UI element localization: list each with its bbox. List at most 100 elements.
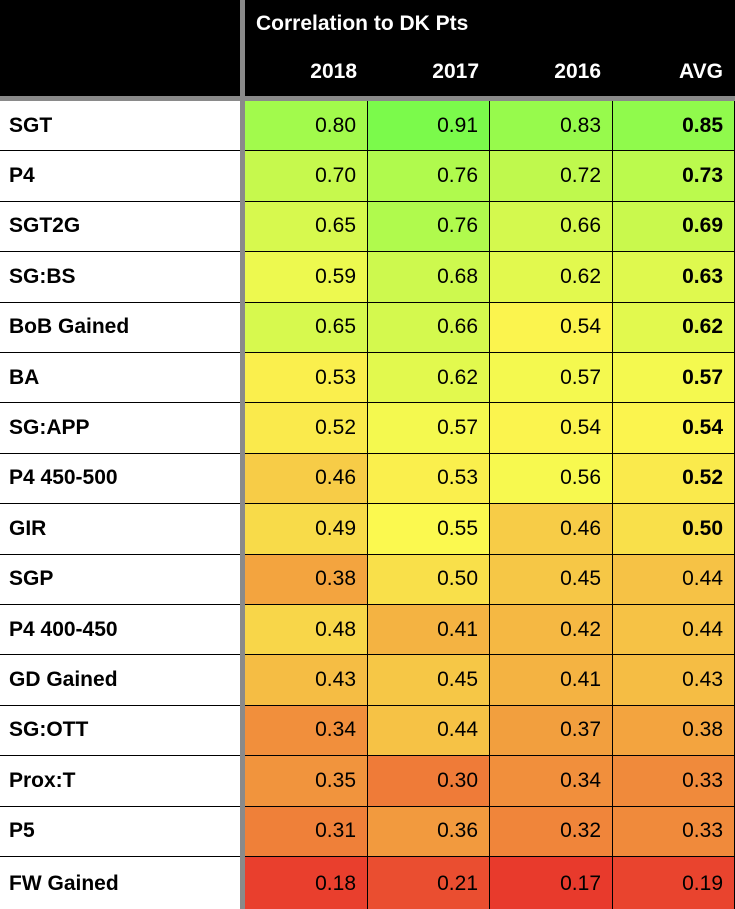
value-cell-2016: 0.17 [490,857,613,909]
row-label: GIR [0,504,240,555]
value-cell-2018: 0.49 [245,504,368,555]
table-row: P5 0.31 0.36 0.32 0.33 [0,806,735,857]
table-row: SG:OTT 0.34 0.44 0.37 0.38 [0,705,735,757]
value-cell-2017: 0.57 [368,403,490,454]
value-cell-2018: 0.18 [245,857,368,909]
value-cell-2018: 0.31 [245,806,368,857]
value-cell-2018: 0.65 [245,302,368,353]
row-label: P5 [0,806,240,857]
table-row: SG:BS 0.59 0.68 0.62 0.63 [0,252,735,303]
value-cell-avg: 0.73 [613,151,735,202]
value-cell-2018: 0.38 [245,554,368,605]
value-cell-avg: 0.54 [613,403,735,454]
value-cell-2017: 0.44 [368,705,490,757]
value-cell-avg: 0.19 [613,857,735,909]
value-cell-2016: 0.57 [490,353,613,404]
column-header-avg: AVG [679,60,723,83]
value-cell-avg: 0.50 [613,504,735,555]
table-row: P4 450-500 0.46 0.53 0.56 0.52 [0,453,735,505]
table-row: SGT2G 0.65 0.76 0.66 0.69 [0,201,735,253]
table-row: P4 400-450 0.48 0.41 0.42 0.44 [0,605,735,656]
value-cell-2017: 0.76 [368,201,490,253]
value-cell-2016: 0.62 [490,252,613,303]
value-cell-2016: 0.56 [490,453,613,505]
value-cell-2018: 0.48 [245,605,368,656]
value-cell-2017: 0.91 [368,101,490,152]
value-cell-avg: 0.57 [613,353,735,404]
table-row: P4 0.70 0.76 0.72 0.73 [0,151,735,202]
row-label: SGT [0,101,240,152]
value-cell-2016: 0.41 [490,655,613,706]
row-label: SG:OTT [0,705,240,757]
value-cell-2016: 0.46 [490,504,613,555]
value-cell-2018: 0.53 [245,353,368,404]
value-cell-2017: 0.66 [368,302,490,353]
table-row: Prox:T 0.35 0.30 0.34 0.33 [0,756,735,807]
value-cell-2016: 0.72 [490,151,613,202]
row-label: SG:APP [0,403,240,454]
value-cell-avg: 0.44 [613,554,735,605]
value-cell-2016: 0.32 [490,806,613,857]
header-title: Correlation to DK Pts [256,12,469,35]
value-cell-2016: 0.45 [490,554,613,605]
value-cell-2016: 0.83 [490,101,613,152]
value-cell-2018: 0.46 [245,453,368,505]
value-cell-avg: 0.62 [613,302,735,353]
vertical-divider [240,0,245,909]
value-cell-2017: 0.53 [368,453,490,505]
column-header-2016: 2016 [554,60,601,83]
row-label: P4 [0,151,240,202]
table-row: GIR 0.49 0.55 0.46 0.50 [0,504,735,555]
row-label: FW Gained [0,857,240,909]
value-cell-2016: 0.34 [490,756,613,807]
value-cell-2018: 0.59 [245,252,368,303]
value-cell-2016: 0.54 [490,403,613,454]
row-label: BA [0,353,240,404]
value-cell-2017: 0.45 [368,655,490,706]
value-cell-avg: 0.63 [613,252,735,303]
value-cell-2017: 0.55 [368,504,490,555]
value-cell-2017: 0.41 [368,605,490,656]
value-cell-avg: 0.33 [613,806,735,857]
value-cell-2018: 0.80 [245,101,368,152]
row-label: SGP [0,554,240,605]
value-cell-avg: 0.69 [613,201,735,253]
table-row: BA 0.53 0.62 0.57 0.57 [0,353,735,404]
value-cell-2018: 0.34 [245,705,368,757]
row-label: Prox:T [0,756,240,807]
column-header-2018: 2018 [310,60,357,83]
row-label: P4 400-450 [0,605,240,656]
value-cell-avg: 0.44 [613,605,735,656]
value-cell-2017: 0.68 [368,252,490,303]
value-cell-avg: 0.85 [613,101,735,152]
value-cell-avg: 0.33 [613,756,735,807]
horizontal-divider [0,96,735,101]
value-cell-2017: 0.30 [368,756,490,807]
row-label: P4 450-500 [0,453,240,505]
value-cell-2018: 0.43 [245,655,368,706]
value-cell-2016: 0.66 [490,201,613,253]
table-row: GD Gained 0.43 0.45 0.41 0.43 [0,655,735,706]
value-cell-2016: 0.37 [490,705,613,757]
value-cell-avg: 0.43 [613,655,735,706]
table-row: SGT 0.80 0.91 0.83 0.85 [0,101,735,152]
row-label: SG:BS [0,252,240,303]
row-label: SGT2G [0,201,240,253]
value-cell-2017: 0.76 [368,151,490,202]
row-label: BoB Gained [0,302,240,353]
value-cell-2018: 0.52 [245,403,368,454]
value-cell-2016: 0.42 [490,605,613,656]
table-row: FW Gained 0.18 0.21 0.17 0.19 [0,857,735,909]
value-cell-2017: 0.36 [368,806,490,857]
column-header-2017: 2017 [432,60,479,83]
table-row: SG:APP 0.52 0.57 0.54 0.54 [0,403,735,454]
table-row: SGP 0.38 0.50 0.45 0.44 [0,554,735,605]
value-cell-2017: 0.62 [368,353,490,404]
value-cell-2017: 0.21 [368,857,490,909]
value-cell-2018: 0.35 [245,756,368,807]
value-cell-2017: 0.50 [368,554,490,605]
value-cell-2018: 0.70 [245,151,368,202]
table-row: BoB Gained 0.65 0.66 0.54 0.62 [0,302,735,353]
value-cell-2018: 0.65 [245,201,368,253]
